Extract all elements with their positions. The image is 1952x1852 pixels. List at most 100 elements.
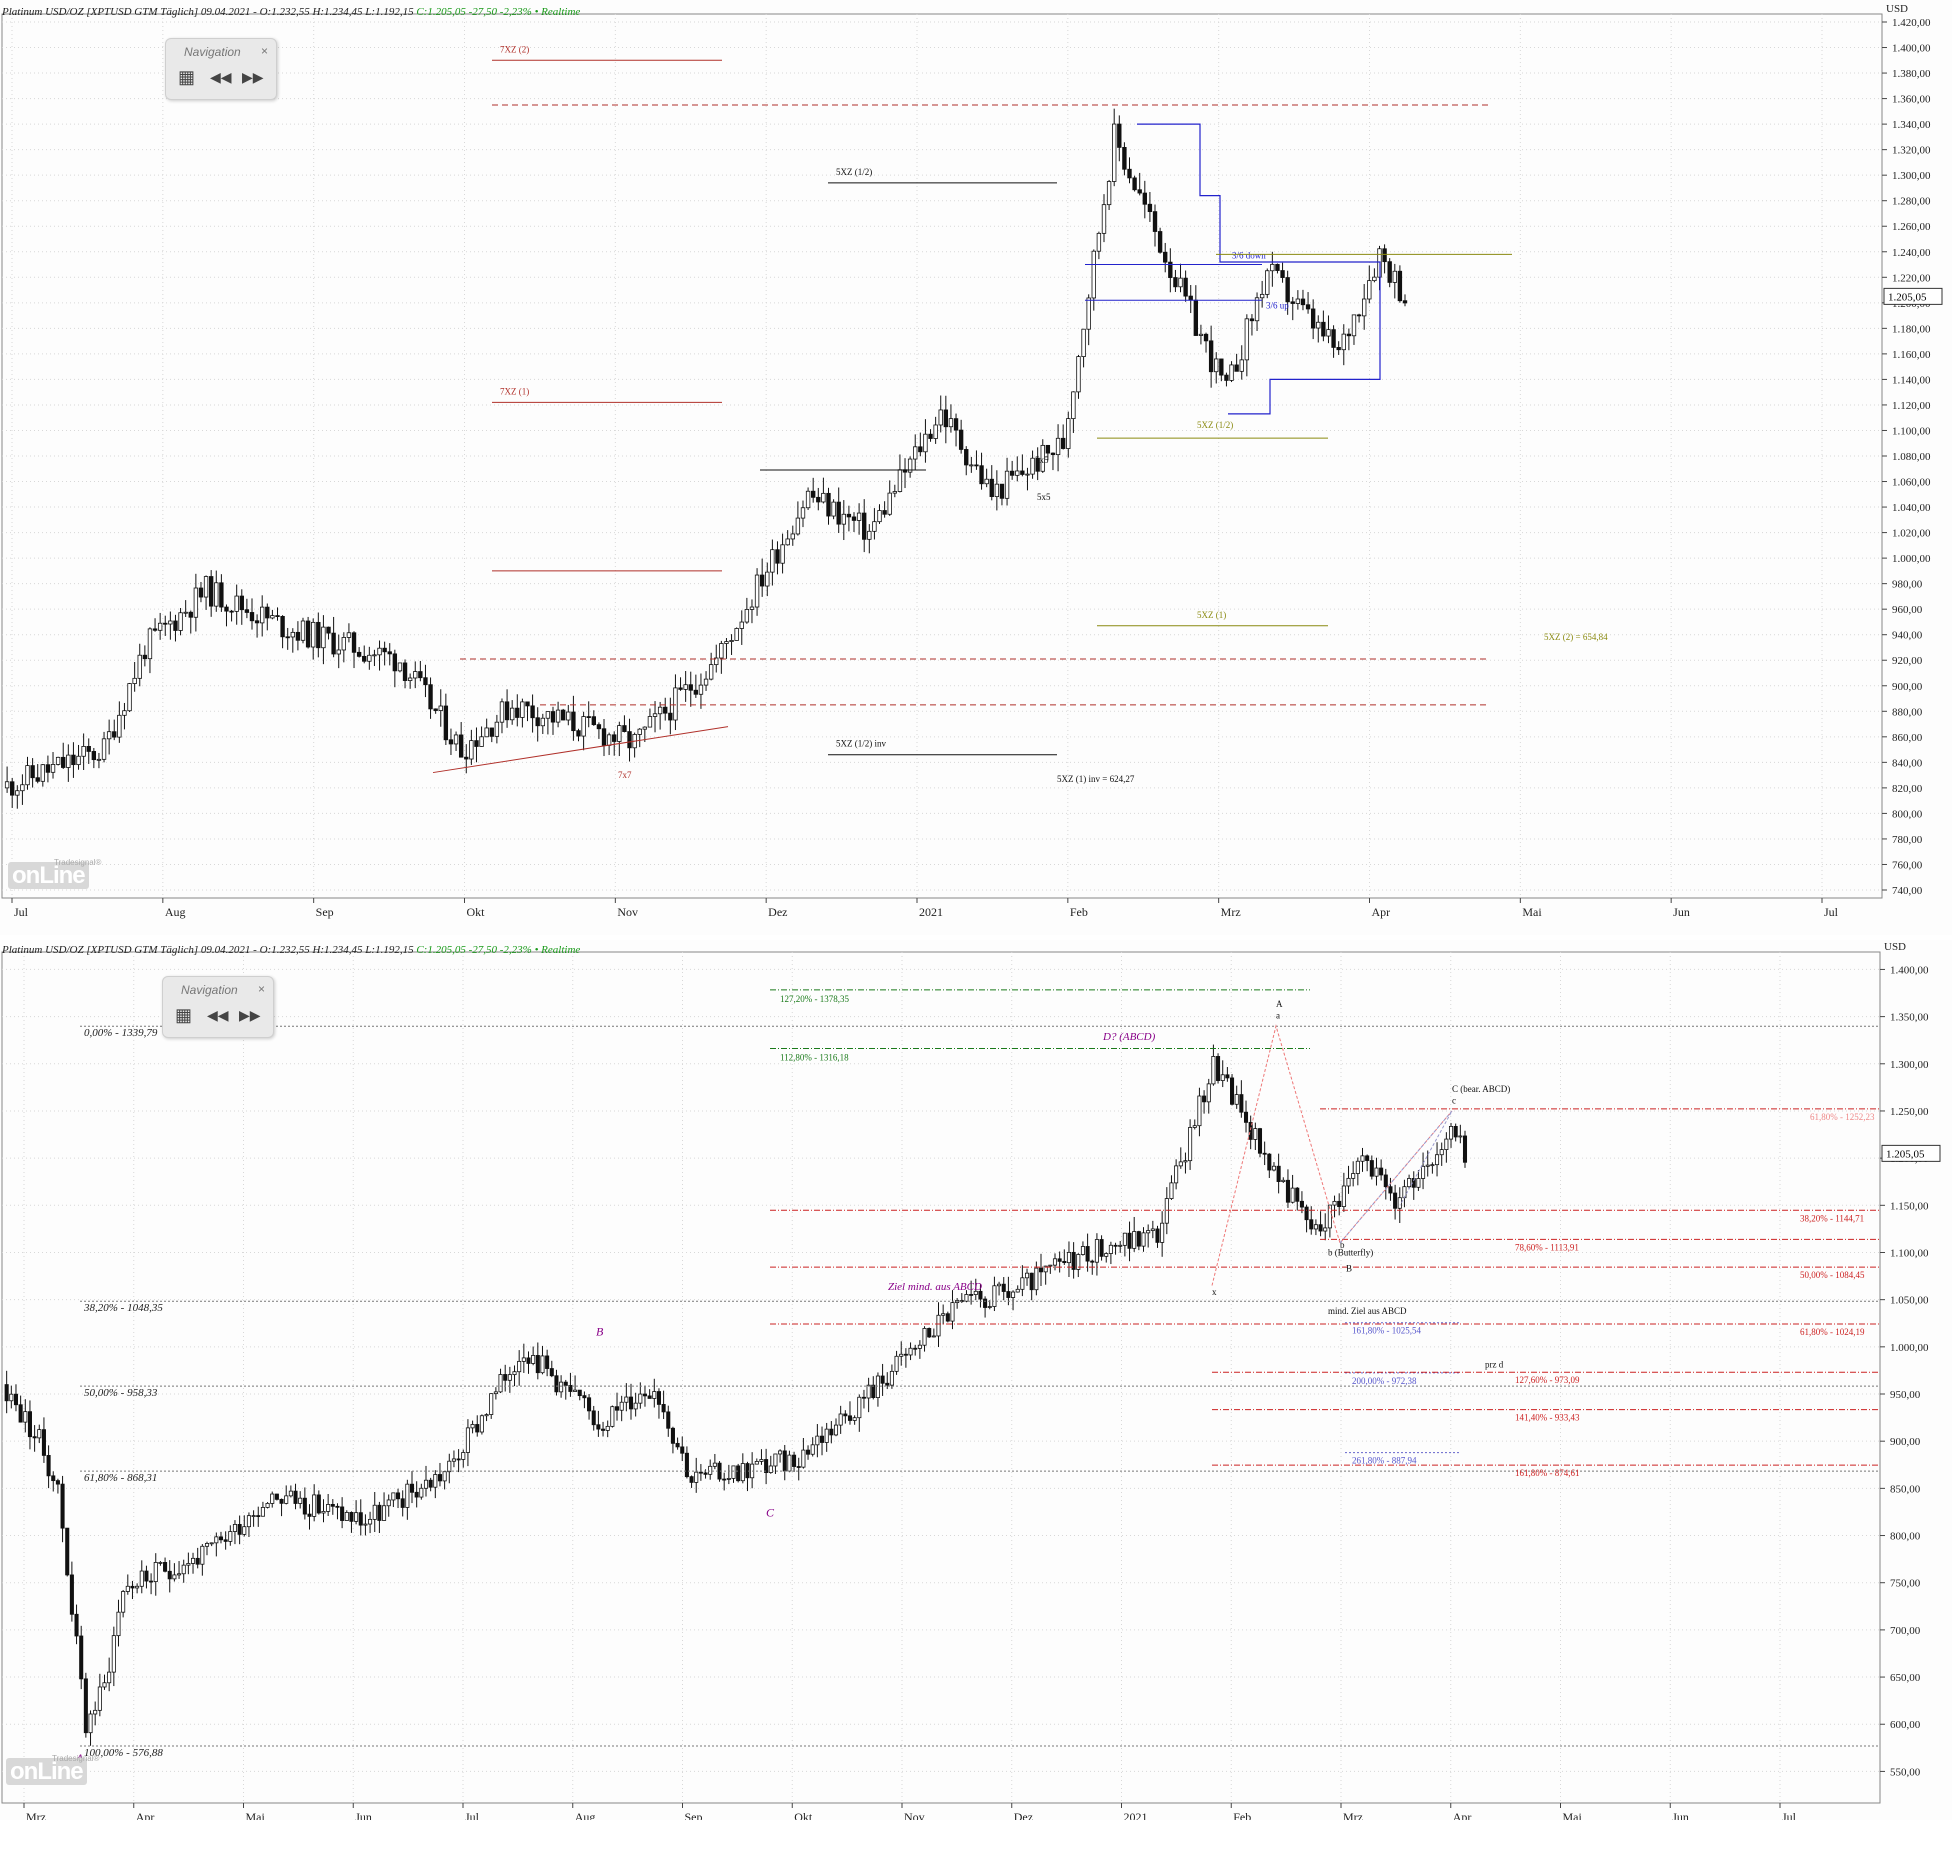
- annotation-label: 5x5: [1035, 455, 1049, 465]
- candle-up: [703, 678, 709, 686]
- fast-forward-icon[interactable]: ▶▶: [239, 1007, 261, 1023]
- candle-down: [83, 1678, 88, 1734]
- candle-down: [1262, 1152, 1267, 1155]
- fast-forward-icon[interactable]: ▶▶: [242, 69, 264, 85]
- candle-up: [1030, 457, 1035, 475]
- candle-down: [680, 1446, 685, 1454]
- candle-down: [13, 1393, 19, 1406]
- candle-up: [936, 1314, 941, 1337]
- candle-up: [770, 549, 775, 573]
- candle-up: [1043, 1265, 1048, 1273]
- candle-down: [392, 653, 398, 672]
- navigation-panel[interactable]: Navigation × ▦ ◀◀ ▶▶: [165, 38, 277, 100]
- candle-down: [382, 647, 387, 653]
- candle-up: [950, 1302, 955, 1322]
- x-axis-tick-label: Feb: [1233, 1810, 1251, 1820]
- candle-down: [208, 576, 214, 607]
- candle-down: [30, 765, 35, 779]
- last-price-label: 1.205,05: [1886, 1148, 1925, 1160]
- y-axis-tick-label: 1.380,00: [1892, 68, 1931, 80]
- candle-up: [1341, 333, 1346, 351]
- x-axis-tick-label: Nov: [904, 1810, 925, 1820]
- candle-down: [1203, 333, 1209, 342]
- candle-down: [254, 620, 260, 624]
- candle-up: [50, 764, 56, 773]
- candle-up: [470, 1424, 475, 1429]
- candle-up: [1327, 1204, 1332, 1229]
- close-icon[interactable]: ×: [257, 982, 265, 996]
- candle-down: [1243, 1111, 1249, 1123]
- candle-up: [341, 637, 347, 651]
- candle-down: [46, 1455, 51, 1477]
- annotation-label: 5x5: [1037, 492, 1051, 502]
- candle-up: [805, 490, 811, 509]
- candle-up: [657, 706, 663, 715]
- candle-up: [652, 713, 658, 717]
- candle-up: [489, 1393, 494, 1415]
- rewind-icon[interactable]: ◀◀: [207, 1007, 229, 1023]
- candle-up: [619, 1401, 624, 1411]
- top-candlestick-chart[interactable]: 1.420,00 1.400,00 1.380,00 1.360,00 1.340,00…: [0, 0, 1952, 935]
- candle-down: [400, 1498, 405, 1508]
- candle-up: [917, 1344, 922, 1349]
- candle-up: [938, 409, 943, 426]
- candle-down: [846, 513, 852, 518]
- rewind-icon[interactable]: ◀◀: [210, 69, 232, 85]
- candle-down: [293, 1490, 298, 1504]
- bottom-chart-panel[interactable]: 1.400,001.350,001.300,001.250,001.200,00…: [0, 940, 1952, 1820]
- candle-down: [974, 464, 979, 467]
- candle-down: [1387, 261, 1392, 283]
- candle-down: [1208, 340, 1214, 373]
- navigation-panel-2[interactable]: Navigation × ▦ ◀◀ ▶▶: [162, 976, 274, 1038]
- candle-up: [270, 615, 275, 619]
- candle-up: [102, 1682, 107, 1688]
- fib-level-label-red: 127,60% - 973,09: [1515, 1375, 1580, 1385]
- candle-up: [372, 1504, 377, 1520]
- candle-up: [540, 717, 545, 727]
- annotation-label: 5XZ (1/2): [836, 167, 872, 177]
- candle-up: [852, 1417, 857, 1421]
- y-axis-tick-label: 1.100,00: [1890, 1247, 1929, 1259]
- candle-up: [1178, 1161, 1183, 1167]
- candle-up: [181, 1564, 186, 1575]
- candle-up: [25, 765, 30, 786]
- candle-down: [1382, 248, 1387, 263]
- candle-up: [111, 1635, 116, 1673]
- candle-up: [731, 1465, 736, 1479]
- candle-up: [987, 1306, 992, 1308]
- top-chart-panel[interactable]: 1.420,00 1.400,00 1.380,00 1.360,00 1.340,00…: [0, 0, 1952, 935]
- candle-up: [507, 1374, 512, 1381]
- y-axis-tick-label: 1.340,00: [1892, 119, 1931, 131]
- logo-main-text: onLine: [8, 862, 89, 889]
- candle-down: [349, 1512, 354, 1522]
- annotation-label: 5XZ (1): [1197, 610, 1226, 620]
- grid-icon[interactable]: ▦: [178, 67, 196, 87]
- pattern-letter: B: [596, 1325, 604, 1339]
- candle-up: [824, 1428, 829, 1443]
- candle-down: [722, 1478, 727, 1481]
- candle-up: [177, 1573, 182, 1576]
- candle-down: [678, 687, 683, 690]
- tradesignal-logo: onLine Tradesignal®: [8, 858, 101, 890]
- candle-up: [1169, 1182, 1174, 1199]
- pattern-annotation: C (bear. ABCD): [1452, 1084, 1510, 1094]
- grid-icon[interactable]: ▦: [175, 1005, 193, 1025]
- candle-up: [1080, 1246, 1085, 1255]
- candle-up: [973, 1290, 978, 1295]
- bottom-candlestick-chart[interactable]: 1.400,001.350,001.300,001.250,001.200,00…: [0, 940, 1952, 1820]
- fib-level-label: 61,80% - 868,31: [84, 1472, 157, 1484]
- candle-down: [816, 496, 821, 503]
- candle-down: [458, 734, 464, 758]
- fib-level-label: 50,00% - 958,33: [84, 1387, 158, 1399]
- candle-up: [841, 513, 846, 525]
- candle-up: [469, 740, 474, 760]
- annotation-label: 7x7: [618, 770, 632, 780]
- candle-up: [559, 1381, 564, 1393]
- candle-up: [321, 626, 326, 649]
- candle-up: [899, 1353, 904, 1357]
- candle-up: [1271, 1165, 1277, 1171]
- pattern-letter: A: [75, 1751, 84, 1765]
- candle-down: [1168, 261, 1173, 278]
- close-icon[interactable]: ×: [260, 44, 268, 58]
- candle-down: [330, 1504, 335, 1507]
